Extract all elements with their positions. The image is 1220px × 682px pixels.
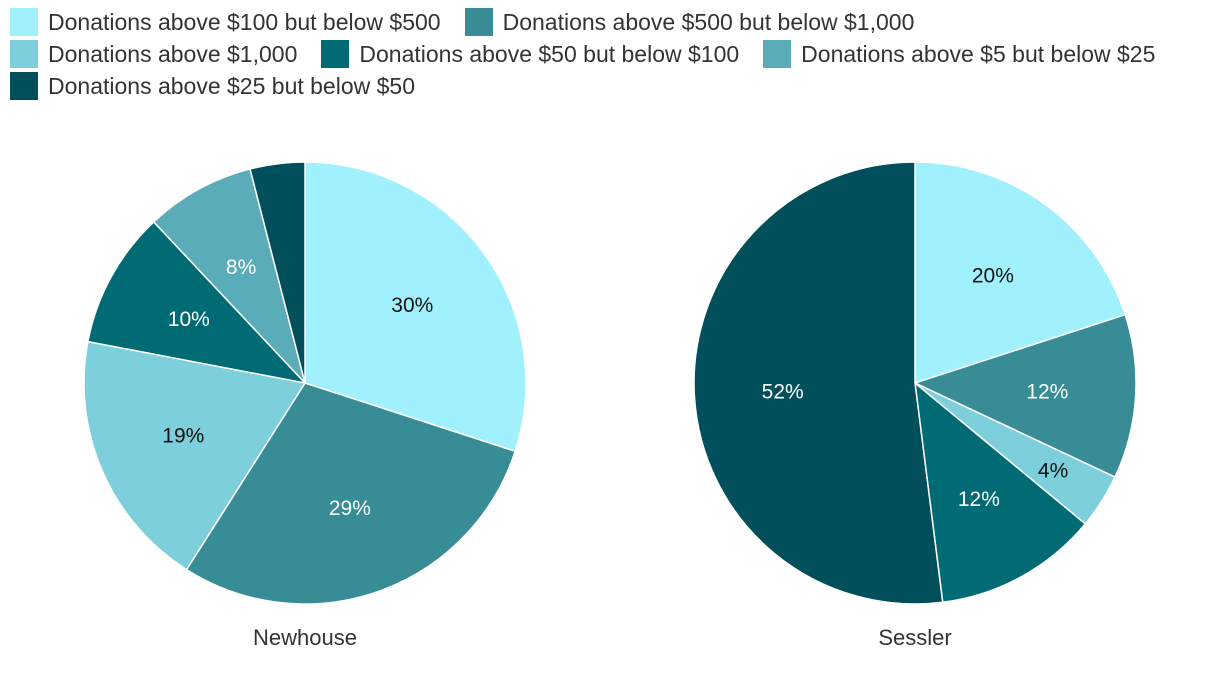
slice-label: 52% [762, 380, 804, 403]
legend-label: Donations above $25 but below $50 [48, 72, 416, 99]
legend-swatch [10, 40, 38, 68]
legend-label: Donations above $1,000 [48, 40, 298, 67]
pie-chart-newhouse: 30% 29% 19% 10% 8% [83, 161, 527, 605]
legend-item[interactable]: Donations above $500 but below $1,000 [464, 8, 915, 36]
legend: Donations above $100 but below $500 Dona… [10, 8, 1215, 100]
legend-label: Donations above $100 but below $500 [48, 8, 441, 35]
pie-slice[interactable] [185, 382, 517, 605]
legend-item[interactable]: Donations above $100 but below $500 [10, 8, 441, 36]
legend-label: Donations above $500 but below $1,000 [502, 8, 915, 35]
slice-label: 8% [226, 256, 256, 279]
legend-swatch [10, 8, 38, 36]
pie-slice[interactable] [912, 313, 1137, 479]
pie-slice[interactable] [914, 381, 1087, 604]
slice-label: 20% [972, 265, 1014, 288]
pie-slice[interactable] [693, 161, 944, 605]
slice-label: 19% [162, 425, 204, 448]
pie-slice[interactable] [914, 161, 1127, 385]
pie-slice[interactable] [87, 220, 308, 385]
legend-item[interactable]: Donations above $5 but below $25 [763, 40, 1155, 68]
pie-chart-sessler: 20% 12% 4% 12% 52% [693, 161, 1137, 605]
slice-label: 29% [329, 497, 371, 520]
pie-slice[interactable] [83, 340, 307, 571]
legend-swatch [10, 72, 38, 100]
slice-label: 12% [958, 488, 1000, 511]
legend-item[interactable]: Donations above $25 but below $50 [10, 72, 415, 100]
chart-title-sessler: Sessler [878, 625, 951, 650]
slice-label: 10% [168, 308, 210, 331]
chart-title-newhouse: Newhouse [253, 625, 357, 650]
slice-label: 12% [1026, 380, 1068, 403]
legend-item[interactable]: Donations above $1,000 [10, 40, 297, 68]
legend-swatch [321, 40, 350, 68]
pie-slice[interactable] [152, 168, 306, 384]
legend-item[interactable]: Donations above $50 but below $100 [321, 40, 739, 68]
slice-label: 30% [391, 294, 433, 317]
pie-slice[interactable] [249, 161, 306, 384]
slice-label: 4% [1038, 460, 1068, 483]
legend-swatch [763, 40, 792, 68]
legend-label: Donations above $5 but below $25 [801, 40, 1156, 67]
pie-slice[interactable] [304, 161, 527, 453]
legend-swatch [464, 8, 493, 36]
legend-label: Donations above $50 but below $100 [359, 40, 740, 67]
